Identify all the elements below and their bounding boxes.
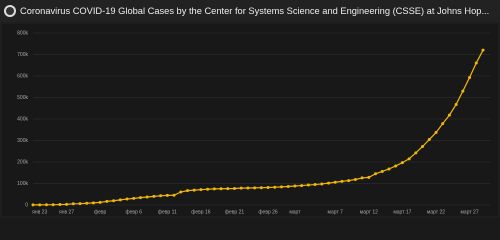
- x-tick-label: март: [289, 209, 301, 215]
- data-point: [165, 193, 169, 197]
- y-tick-label: 100k: [17, 181, 28, 187]
- data-point: [333, 180, 337, 184]
- logo-inner: [6, 7, 14, 15]
- data-point: [421, 144, 425, 148]
- data-point: [185, 189, 189, 193]
- y-tick-label: 0: [25, 202, 28, 208]
- x-tick-label: март 12: [360, 209, 378, 215]
- data-point: [105, 199, 109, 203]
- data-point: [226, 187, 230, 191]
- data-point: [461, 89, 465, 93]
- data-point: [293, 184, 297, 188]
- data-point: [51, 203, 55, 207]
- data-point: [239, 186, 243, 190]
- data-point: [219, 187, 223, 191]
- data-point: [320, 182, 324, 186]
- x-tick-label: февр 21: [225, 209, 245, 215]
- data-point: [434, 131, 438, 135]
- data-point: [360, 176, 364, 180]
- x-tick-label: март 7: [328, 209, 344, 215]
- data-point: [91, 201, 95, 205]
- data-point: [85, 201, 89, 205]
- data-point: [374, 172, 378, 176]
- data-point: [71, 202, 75, 206]
- x-tick-label: февр 26: [258, 209, 278, 215]
- y-tick-label: 500k: [17, 95, 28, 101]
- data-point: [232, 186, 236, 190]
- data-point: [65, 202, 69, 206]
- data-point: [286, 185, 290, 189]
- data-point: [347, 179, 351, 183]
- data-point: [266, 186, 270, 190]
- y-tick-label: 200k: [17, 159, 28, 165]
- data-point: [340, 179, 344, 183]
- y-tick-label: 400k: [17, 116, 28, 122]
- data-point: [394, 164, 398, 168]
- data-point: [273, 185, 277, 189]
- data-point: [407, 157, 411, 161]
- data-point: [253, 186, 257, 190]
- data-point: [31, 203, 35, 207]
- x-tick-label: март 17: [393, 209, 411, 215]
- y-tick-label: 700k: [17, 52, 28, 58]
- data-point: [179, 190, 183, 194]
- data-point: [468, 75, 472, 79]
- data-point: [58, 203, 62, 207]
- data-point: [172, 193, 176, 197]
- data-point: [481, 48, 485, 52]
- y-tick-label: 600k: [17, 73, 28, 79]
- data-point: [353, 177, 357, 181]
- data-point: [152, 194, 156, 198]
- data-point: [206, 187, 210, 191]
- data-point: [125, 197, 129, 201]
- data-point: [246, 186, 250, 190]
- data-point: [192, 188, 196, 192]
- x-tick-label: март 27: [460, 209, 478, 215]
- data-point: [454, 102, 458, 106]
- chart-title: Coronavirus COVID-19 Global Cases by the…: [20, 6, 489, 16]
- data-point: [387, 167, 391, 171]
- data-point: [367, 175, 371, 179]
- data-point: [78, 202, 82, 206]
- data-point: [159, 194, 163, 198]
- y-tick-label: 300k: [17, 138, 28, 144]
- data-point: [327, 181, 331, 185]
- data-point: [306, 183, 310, 187]
- header-bar: [0, 0, 500, 22]
- data-point: [380, 169, 384, 173]
- data-point: [313, 183, 317, 187]
- data-point: [38, 203, 42, 207]
- x-tick-label: февр 6: [125, 209, 142, 215]
- data-point: [300, 184, 304, 188]
- data-point: [414, 151, 418, 155]
- data-point: [44, 203, 48, 207]
- data-point: [427, 138, 431, 142]
- data-point: [212, 187, 216, 191]
- x-tick-label: март 22: [427, 209, 445, 215]
- x-tick-label: февр 16: [191, 209, 211, 215]
- x-tick-label: февр 11: [158, 209, 177, 215]
- x-tick-label: февр: [94, 209, 107, 215]
- data-point: [400, 161, 404, 165]
- data-point: [199, 188, 203, 192]
- x-tick-label: янв 23: [32, 209, 47, 215]
- x-tick-label: янв 27: [59, 209, 74, 215]
- data-point: [132, 196, 136, 200]
- data-point: [447, 113, 451, 117]
- data-point: [112, 199, 116, 203]
- data-point: [145, 195, 149, 199]
- data-point: [474, 61, 478, 65]
- y-tick-label: 800k: [17, 30, 28, 36]
- data-point: [280, 185, 284, 189]
- dashboard-panel: Coronavirus COVID-19 Global Cases by the…: [0, 0, 500, 216]
- data-point: [441, 122, 445, 126]
- plot-panel: [2, 24, 498, 216]
- data-point: [98, 200, 102, 204]
- data-point: [118, 198, 122, 202]
- data-point: [138, 196, 142, 200]
- data-point: [259, 186, 263, 190]
